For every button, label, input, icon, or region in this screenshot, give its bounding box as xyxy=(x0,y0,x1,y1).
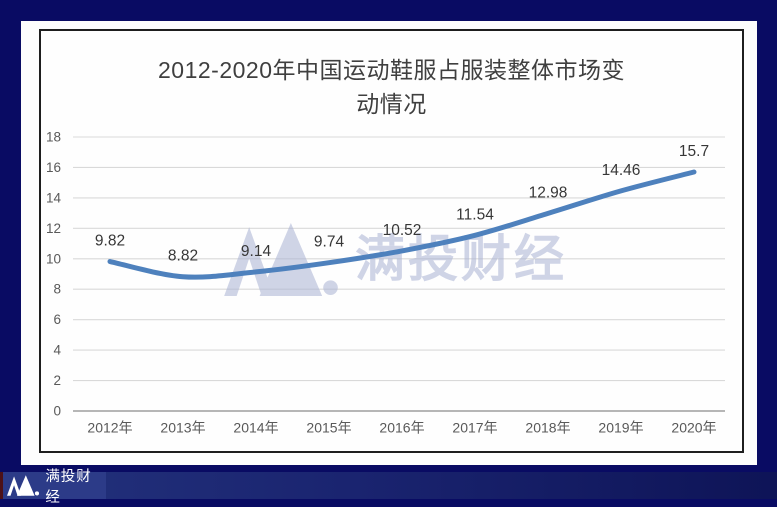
x-tick-label: 2012年 xyxy=(87,420,132,436)
footer-brand-bar: 满投财经 xyxy=(0,469,777,506)
series-line xyxy=(107,169,697,280)
data-label: 12.98 xyxy=(529,184,568,201)
data-label: 11.54 xyxy=(456,206,494,223)
y-tick-label: 8 xyxy=(53,282,61,297)
footer-logo-chip: 满投财经 xyxy=(0,469,106,506)
y-tick-label: 0 xyxy=(53,404,61,419)
chart-title-line-2: 动情况 xyxy=(356,91,427,117)
data-label: 9.74 xyxy=(314,234,345,251)
y-tick-label: 4 xyxy=(53,343,61,358)
chart-card: 2012-2020年中国运动鞋服占服装整体市场变 动情况 18 16 14 12 10 8… xyxy=(21,21,757,465)
y-tick-label: 18 xyxy=(46,130,61,145)
watermark: 满投财经 xyxy=(224,219,567,299)
x-tick-label: 2013年 xyxy=(160,420,205,436)
footer-brand-text: 满投财经 xyxy=(45,468,92,506)
data-label: 9.82 xyxy=(95,233,125,250)
chart-title-line-1: 2012-2020年中国运动鞋服占服装整体市场变 xyxy=(158,57,625,83)
brand-mountain-icon xyxy=(224,222,338,296)
data-label: 10.52 xyxy=(383,222,422,239)
chart-frame: 2012-2020年中国运动鞋服占服装整体市场变 动情况 xyxy=(39,29,744,453)
y-tick-label: 12 xyxy=(46,221,61,236)
x-tick-label: 2017年 xyxy=(452,420,497,436)
x-tick-label: 2018年 xyxy=(525,420,570,436)
data-label: 14.46 xyxy=(602,162,641,179)
y-tick-label: 6 xyxy=(53,312,61,327)
data-label: 8.82 xyxy=(168,248,198,265)
x-tick-label: 2020年 xyxy=(671,420,716,436)
y-tick-label: 14 xyxy=(46,190,62,205)
y-tick-label: 10 xyxy=(46,251,61,266)
chart-series-layer: 9.82 8.82 9.14 9.74 10.52 11.54 12.98 14.46 15.7 xyxy=(95,143,709,280)
chart-title: 2012-2020年中国运动鞋服占服装整体市场变 动情况 xyxy=(41,53,742,121)
brand-mountain-icon xyxy=(7,475,40,496)
left-edge-accent xyxy=(0,472,3,499)
chart-grid-layer: 18 16 14 12 10 8 6 4 2 0 2012年 2013年 2014年 2015年 2016年… xyxy=(46,130,725,436)
x-tick-label: 2014年 xyxy=(233,420,278,436)
x-tick-label: 2016年 xyxy=(379,420,424,436)
x-tick-label: 2019年 xyxy=(598,420,643,436)
y-tick-label: 2 xyxy=(53,373,61,388)
x-tick-label: 2015年 xyxy=(306,420,351,436)
data-label: 15.7 xyxy=(679,143,709,160)
y-tick-label: 16 xyxy=(46,160,61,175)
data-label: 9.14 xyxy=(241,243,272,260)
